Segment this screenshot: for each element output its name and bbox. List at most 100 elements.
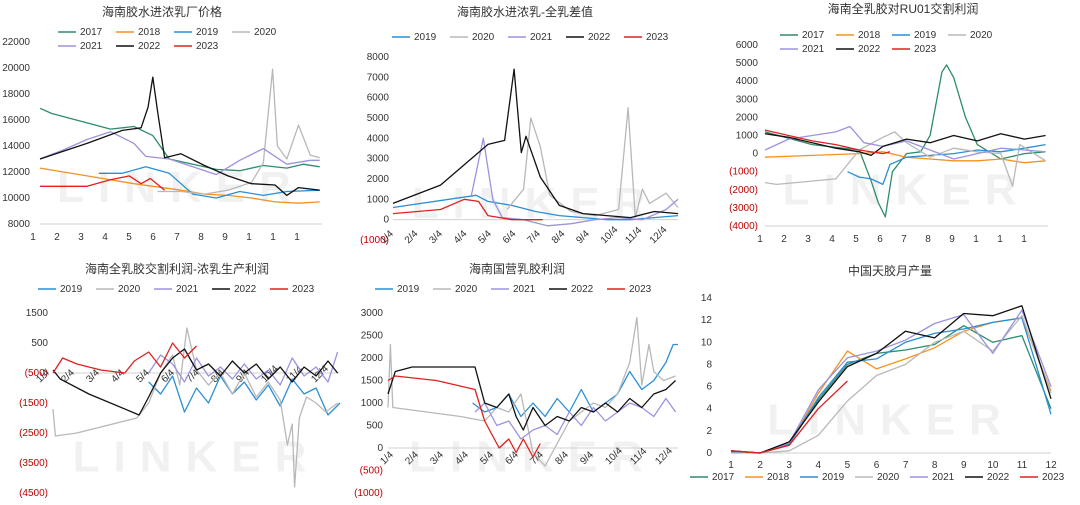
- y-tick-label: 500: [31, 338, 48, 349]
- x-tick-label: 4: [102, 232, 108, 243]
- y-tick-label: 22000: [2, 37, 30, 48]
- y-tick-label: 6000: [736, 40, 759, 51]
- chart-c2: LINKER 海南胶水进浓乳-全乳差值 2019 2020 2021 2022 2023 80…: [360, 4, 679, 246]
- y-tick-label: 16000: [2, 115, 30, 126]
- x-tick-label: 3: [78, 232, 84, 243]
- x-tick-label: 7: [903, 460, 909, 471]
- series-line-2021: [148, 351, 339, 386]
- legend-label-2019: 2019: [822, 472, 845, 483]
- legend-label-2019: 2019: [914, 30, 937, 41]
- legend-label-2022: 2022: [858, 44, 881, 55]
- x-tick-label: 7: [901, 234, 907, 245]
- x-tick-label: 1: [1021, 234, 1027, 245]
- y-tick-label: 10: [701, 337, 713, 348]
- legend-label-2020: 2020: [455, 284, 478, 295]
- legend-label-2020: 2020: [472, 32, 495, 43]
- y-tick-label: 12: [701, 315, 713, 326]
- y-tick-label: (2000): [729, 185, 758, 196]
- legend-label-2017: 2017: [802, 30, 825, 41]
- y-tick-label: 8000: [367, 52, 390, 63]
- legend-label-2019: 2019: [196, 27, 219, 38]
- series-line-2021: [470, 137, 679, 227]
- x-tick-label: 5: [845, 460, 851, 471]
- y-tick-label: 8000: [8, 219, 31, 230]
- y-tick-label: 1000: [736, 131, 759, 142]
- legend-label-2021: 2021: [513, 284, 536, 295]
- legend-label-2018: 2018: [858, 30, 881, 41]
- x-tick-label: 8: [932, 460, 938, 471]
- legend-label-2021: 2021: [176, 284, 199, 295]
- x-tick-label: 1: [757, 234, 763, 245]
- x-tick-label: 5: [126, 232, 132, 243]
- y-tick-label: 14000: [2, 141, 30, 152]
- chart-title: 海南胶水进浓乳厂价格: [102, 4, 222, 19]
- legend-label-2023: 2023: [196, 41, 219, 52]
- x-tick-label: 3/4: [427, 228, 445, 246]
- x-tick-label: 1: [246, 232, 252, 243]
- y-tick-label: (3000): [729, 203, 758, 214]
- y-tick-label: (3500): [19, 458, 48, 469]
- y-tick-label: 3000: [736, 94, 759, 105]
- legend-label-2022: 2022: [138, 41, 161, 52]
- y-tick-label: 12000: [2, 167, 30, 178]
- x-tick-label: 2/4: [59, 367, 77, 385]
- legend-label-2022: 2022: [234, 284, 257, 295]
- legend-label-2023: 2023: [292, 284, 315, 295]
- series-line-2021: [764, 125, 1046, 160]
- series-line-2023: [764, 129, 891, 155]
- y-tick-label: (2500): [19, 428, 48, 439]
- series-line-2019: [847, 143, 1046, 186]
- legend-label-2021: 2021: [80, 41, 103, 52]
- y-tick-label: 3000: [367, 154, 390, 165]
- x-tick-label: 2: [54, 232, 60, 243]
- y-tick-label: (500): [25, 368, 48, 379]
- x-tick-label: 1: [728, 460, 734, 471]
- y-tick-label: 0: [383, 215, 389, 226]
- y-tick-label: 10000: [2, 193, 30, 204]
- watermark: LINKER: [73, 432, 321, 481]
- x-tick-label: 11: [1017, 460, 1028, 471]
- series-line-2019: [730, 317, 1052, 454]
- x-tick-label: 3: [786, 460, 792, 471]
- series-line-2021: [474, 397, 677, 440]
- y-tick-label: 5000: [367, 113, 390, 124]
- y-tick-label: 7000: [367, 72, 390, 83]
- x-tick-label: 1: [294, 232, 300, 243]
- series-line-2023: [52, 342, 197, 374]
- x-tick-label: 6/4: [501, 228, 519, 246]
- x-tick-label: 5/4: [476, 228, 494, 246]
- y-tick-label: 14: [701, 293, 713, 304]
- x-tick-label: 4/4: [109, 367, 127, 385]
- legend-label-2019: 2019: [414, 32, 437, 43]
- y-tick-label: (1500): [19, 398, 48, 409]
- y-tick-label: 20000: [2, 63, 30, 74]
- legend-label-2019: 2019: [60, 284, 83, 295]
- legend-label-2023: 2023: [629, 284, 652, 295]
- series-line-2019: [148, 375, 341, 416]
- x-tick-label: 6: [150, 232, 156, 243]
- series-line-2020: [506, 107, 679, 219]
- y-tick-label: 500: [366, 421, 383, 432]
- watermark: LINKER: [57, 163, 305, 212]
- legend-label-2017: 2017: [712, 472, 735, 483]
- y-tick-label: 0: [752, 149, 758, 160]
- watermark: LINKER: [409, 432, 657, 481]
- legend-label-2018: 2018: [138, 27, 161, 38]
- legend-label-2022: 2022: [987, 472, 1010, 483]
- x-tick-label: 9: [949, 234, 955, 245]
- y-tick-label: 2000: [736, 112, 759, 123]
- x-tick-label: 9: [961, 460, 967, 471]
- series-line-2022: [387, 366, 677, 431]
- y-tick-label: 0: [706, 448, 712, 459]
- series-line-2022: [392, 68, 679, 219]
- y-tick-label: 1500: [26, 308, 49, 319]
- x-tick-label: 9/4: [574, 228, 592, 246]
- x-tick-label: 1: [973, 234, 979, 245]
- x-tick-label: 10: [987, 460, 999, 471]
- y-tick-label: 8: [706, 359, 712, 370]
- series-line-2023: [40, 175, 166, 191]
- legend-label-2021: 2021: [802, 44, 825, 55]
- chart-c1: LINKER 海南胶水进浓乳厂价格 2017 2018 2019 2020 2021 2022…: [2, 4, 322, 243]
